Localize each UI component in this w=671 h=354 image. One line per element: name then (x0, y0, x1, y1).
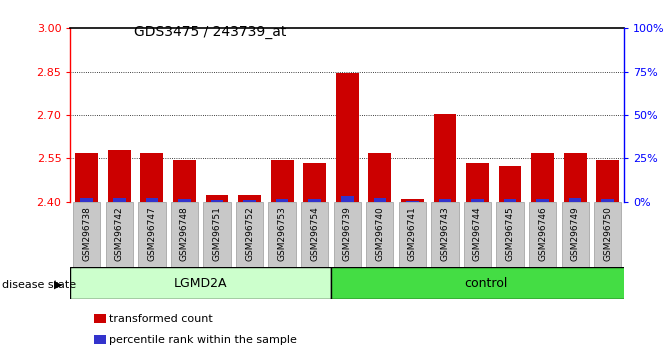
Bar (536, 199, 549, 202)
Text: GSM296752: GSM296752 (245, 206, 254, 261)
Text: GSM296744: GSM296744 (473, 206, 482, 261)
Bar (146, 198, 158, 202)
Bar (499, 166, 521, 202)
FancyBboxPatch shape (366, 202, 393, 267)
Bar (140, 153, 163, 202)
Bar (406, 201, 419, 202)
FancyBboxPatch shape (203, 202, 231, 267)
FancyBboxPatch shape (105, 202, 133, 267)
Bar (597, 160, 619, 202)
FancyBboxPatch shape (301, 202, 328, 267)
Text: GSM296740: GSM296740 (375, 206, 384, 261)
FancyBboxPatch shape (331, 267, 640, 299)
Bar (466, 163, 489, 202)
Bar (113, 198, 125, 202)
Text: GSM296739: GSM296739 (343, 206, 352, 261)
Text: percentile rank within the sample: percentile rank within the sample (109, 335, 297, 345)
FancyBboxPatch shape (333, 202, 361, 267)
Bar (205, 195, 228, 202)
FancyBboxPatch shape (236, 202, 263, 267)
Text: GSM296745: GSM296745 (505, 206, 515, 261)
Bar (75, 153, 98, 202)
FancyBboxPatch shape (70, 267, 331, 299)
Bar (81, 198, 93, 202)
FancyBboxPatch shape (497, 202, 524, 267)
Text: GSM296750: GSM296750 (603, 206, 612, 261)
Bar (531, 153, 554, 202)
Bar (108, 150, 131, 202)
Text: GSM296749: GSM296749 (570, 206, 580, 261)
Bar (309, 199, 321, 202)
FancyBboxPatch shape (73, 202, 101, 267)
Text: GSM296754: GSM296754 (310, 206, 319, 261)
Bar (178, 199, 191, 202)
Bar (341, 196, 354, 202)
FancyBboxPatch shape (594, 202, 621, 267)
Bar (303, 163, 326, 202)
FancyBboxPatch shape (268, 202, 296, 267)
Bar (173, 160, 196, 202)
FancyBboxPatch shape (529, 202, 556, 267)
Bar (569, 198, 582, 202)
Bar (244, 200, 256, 202)
FancyBboxPatch shape (399, 202, 426, 267)
Bar (336, 73, 358, 202)
Bar (433, 114, 456, 202)
Text: GSM296741: GSM296741 (408, 206, 417, 261)
Text: ▶: ▶ (54, 280, 62, 290)
Text: GSM296747: GSM296747 (148, 206, 156, 261)
Bar (368, 153, 391, 202)
Bar (439, 199, 451, 202)
Text: LGMD2A: LGMD2A (174, 277, 227, 290)
Text: transformed count: transformed count (109, 314, 213, 324)
FancyBboxPatch shape (138, 202, 166, 267)
Bar (601, 199, 614, 202)
Text: GSM296751: GSM296751 (213, 206, 221, 261)
Bar (270, 160, 293, 202)
Text: GSM296738: GSM296738 (83, 206, 91, 261)
Text: GDS3475 / 243739_at: GDS3475 / 243739_at (134, 25, 287, 39)
Text: GSM296743: GSM296743 (440, 206, 450, 261)
FancyBboxPatch shape (464, 202, 491, 267)
Text: GSM296742: GSM296742 (115, 206, 124, 261)
Bar (276, 199, 289, 202)
Bar (564, 153, 586, 202)
Text: control: control (464, 277, 507, 290)
Bar (211, 200, 223, 202)
Bar (471, 199, 484, 202)
Bar (401, 199, 424, 202)
FancyBboxPatch shape (431, 202, 458, 267)
Text: disease state: disease state (2, 280, 76, 290)
Bar (374, 198, 386, 202)
FancyBboxPatch shape (562, 202, 589, 267)
Text: GSM296748: GSM296748 (180, 206, 189, 261)
FancyBboxPatch shape (170, 202, 198, 267)
Text: GSM296753: GSM296753 (278, 206, 287, 261)
Bar (238, 195, 261, 202)
Text: GSM296746: GSM296746 (538, 206, 547, 261)
Bar (504, 199, 516, 202)
